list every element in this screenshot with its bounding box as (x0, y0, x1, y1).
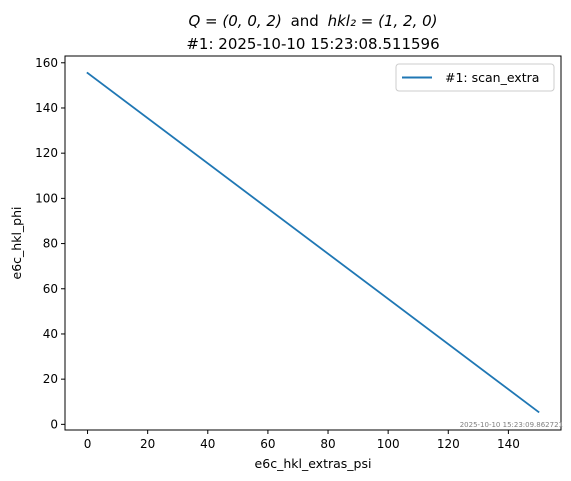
title-q-part: Q = (0, 0, 2) (188, 12, 281, 30)
y-tick-label: 20 (43, 372, 58, 386)
title-hkl-part: hkl₂ = (1, 2, 0) (328, 12, 438, 30)
x-axis-ticks: 0 20 40 60 80 100 120 140 (84, 430, 520, 451)
y-tick-label: 40 (43, 327, 58, 341)
legend-label: #1: scan_extra (445, 70, 539, 85)
chart-title-line1: Q = (0, 0, 2) and hkl₂ = (1, 2, 0) (188, 12, 437, 30)
y-tick-label: 0 (50, 417, 58, 431)
y-tick-label: 60 (43, 282, 58, 296)
chart-title-line2: #1: 2025-10-10 15:23:08.511596 (186, 35, 439, 53)
y-tick-label: 140 (35, 101, 58, 115)
x-tick-label: 120 (437, 437, 460, 451)
x-tick-label: 140 (497, 437, 520, 451)
y-axis-ticks: 0 20 40 60 80 100 120 140 160 (35, 56, 65, 431)
x-tick-label: 0 (84, 437, 92, 451)
title-joiner: and (291, 12, 319, 30)
x-tick-label: 100 (377, 437, 400, 451)
x-tick-label: 60 (260, 437, 275, 451)
timestamp-stamp: 2025-10-10 15:23:09.862721 (460, 421, 563, 429)
series-lines (86, 71, 540, 414)
y-tick-label: 120 (35, 146, 58, 160)
y-tick-label: 160 (35, 56, 58, 70)
y-tick-label: 100 (35, 191, 58, 205)
legend: #1: scan_extra (395, 63, 555, 92)
legend-box (395, 63, 555, 92)
x-tick-label: 80 (320, 437, 335, 451)
x-axis-label: e6c_hkl_extras_psi (255, 456, 372, 471)
x-tick-label: 40 (200, 437, 215, 451)
y-axis-label: e6c_hkl_phi (9, 207, 24, 280)
x-tick-label: 20 (140, 437, 155, 451)
series-line-0 (86, 71, 540, 414)
y-tick-label: 80 (43, 237, 58, 251)
